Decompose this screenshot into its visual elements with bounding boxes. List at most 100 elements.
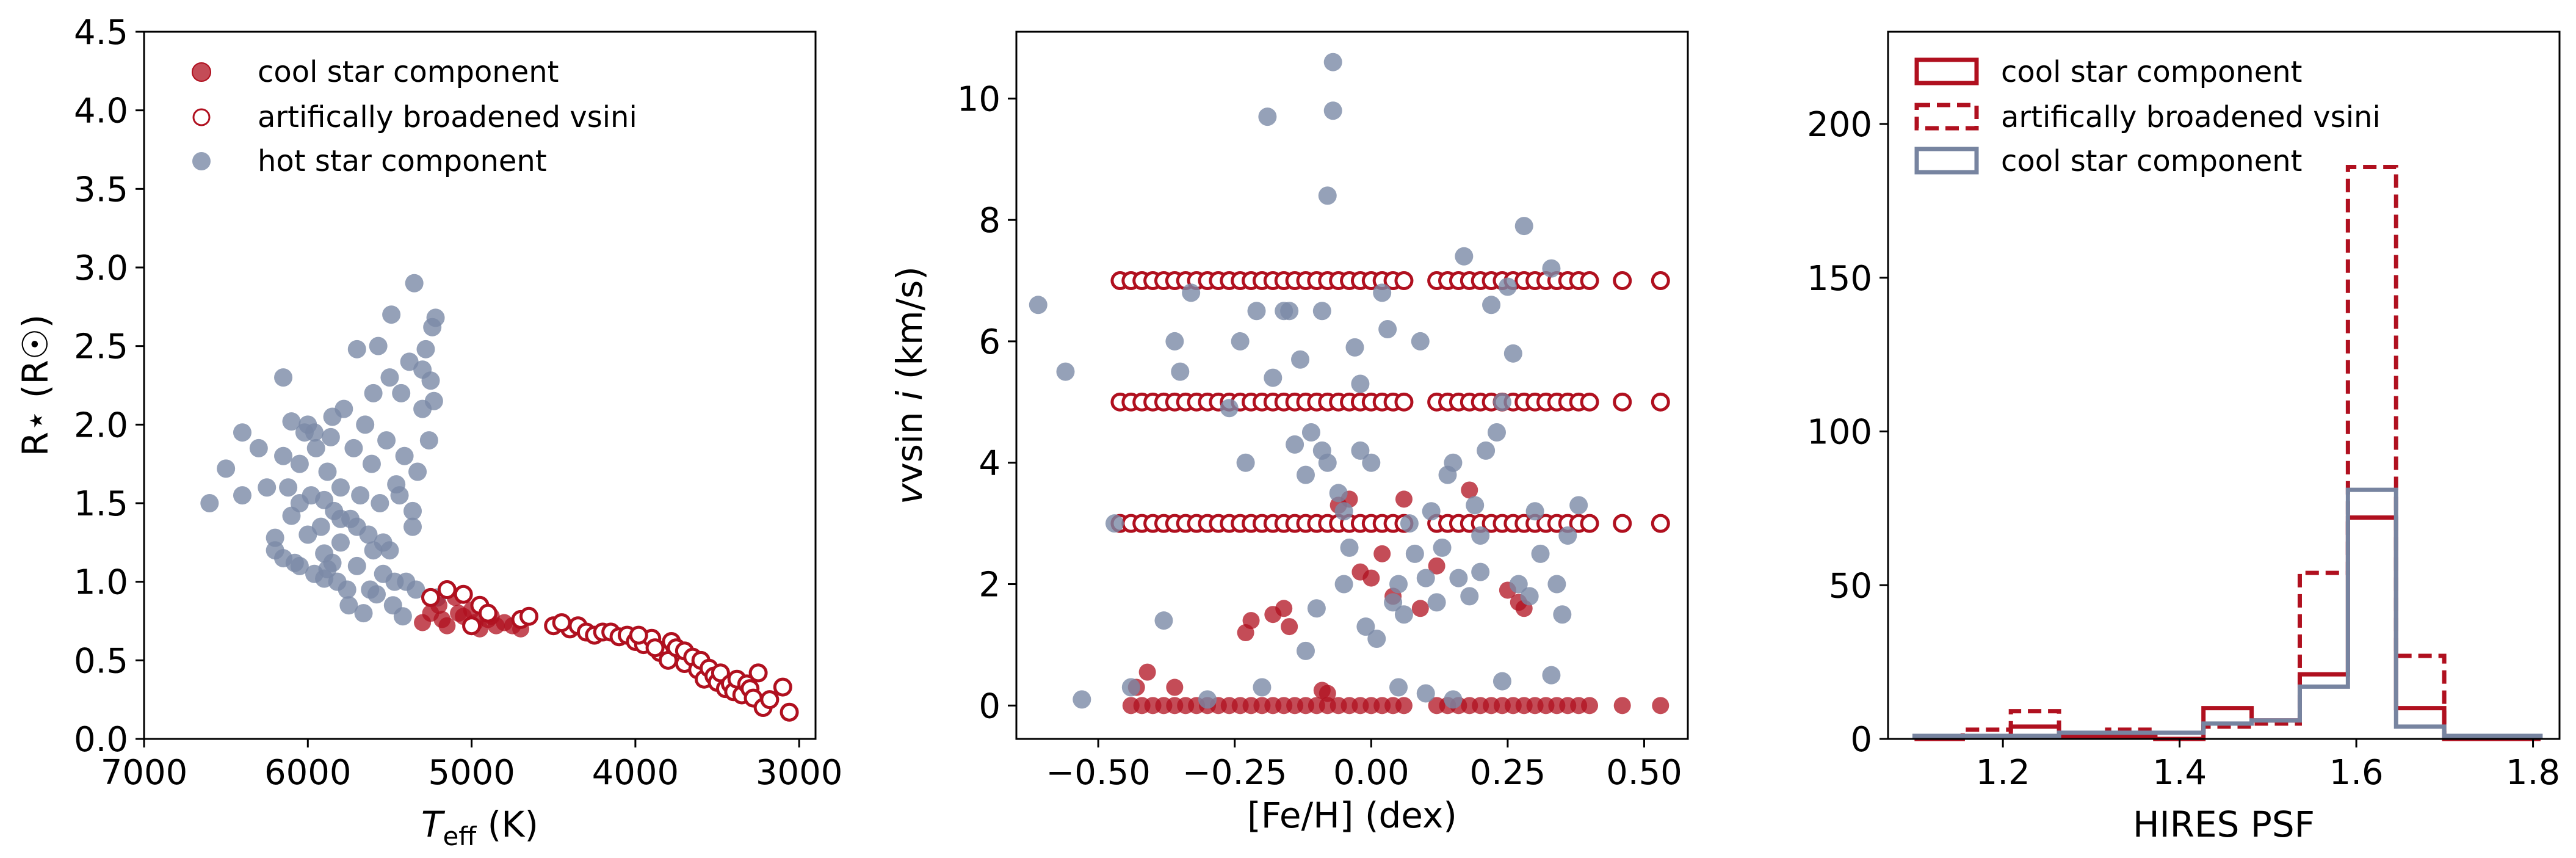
x-tick-label: 0.25 [1470,753,1546,793]
hot-star-point [1056,362,1075,381]
hot-star-point [311,517,330,536]
hot-star-point [354,604,373,623]
hot-star-point [1253,678,1272,697]
hot-star-point [1455,247,1474,266]
panel2-y-ticks: 0 2 4 6 8 10 [957,79,1016,726]
hot-star-point [331,509,350,528]
cool-star-point [433,611,451,628]
y-tick-label: 1.0 [74,563,128,603]
hot-star-point [1073,690,1091,709]
cool-star-point [1281,618,1298,636]
y-tick-label: 4.5 [74,13,128,53]
hot-star-point [290,556,309,575]
hot-star-point [1416,569,1435,587]
hot-star-point [1471,562,1490,581]
hot-star-point [390,486,409,505]
panel1-data-points [200,274,799,722]
hot-star-point [249,438,268,457]
cool-star-point [1319,685,1336,702]
hot-star-point [424,391,443,410]
hot-star-point [1525,502,1544,521]
y-tick-label: 0 [979,686,1000,726]
hot-star-point [374,533,393,552]
hot-star-point [347,340,366,358]
broadened-vsini-point [552,613,571,633]
panel3-x-axis-label: HIRES PSF [2133,804,2315,845]
cool-star-point [1373,545,1391,562]
hot-star-point [1384,593,1403,612]
cool-star-point [1166,678,1184,696]
broadened-vsini-point [645,638,665,658]
hot-star-point [306,438,325,457]
hot-star-point [282,412,301,431]
broadened-vsini-point [1394,271,1414,291]
x-tick-label: 3000 [756,753,843,793]
y-tick-label: 3.0 [74,249,128,288]
hot-star-point [395,446,414,465]
legend-label-hot-hist: cool star component [2001,144,2303,178]
broadened-vsini-point [437,580,457,600]
hot-star-point [1264,368,1283,387]
hot-star-point [1542,666,1561,685]
hot-star-point [1345,338,1364,357]
hot-star-point [1569,496,1588,515]
hot-star-point [1492,672,1511,691]
panel-radius-vs-teff: 7000 6000 5000 4000 3000 0.0 0.5 1.0 1.5 2.0 2.5 3… [15,13,842,851]
hot-star-point [266,528,284,547]
hot-star-point [380,368,399,387]
hot-star-point [1323,53,1342,71]
x-tick-label: 4000 [592,753,679,793]
hot-star-point [1121,678,1140,697]
hot-star-point [1351,374,1370,393]
hot-star-point [1373,283,1392,302]
y-tick-label: 6 [979,322,1000,362]
hot-star-point [1334,575,1353,594]
broadened-vsini-point [1613,392,1632,412]
y-tick-label: 2.5 [74,327,128,367]
hot-star-point [362,454,381,473]
hot-star-point [1444,690,1463,709]
hot-star-point [1509,575,1528,594]
hot-star-point [1296,465,1315,484]
x-tick-label: 1.2 [1976,753,2030,793]
hot-star-point [1165,332,1184,351]
histogram-broadened-vsini [1914,165,2541,741]
cool-star-point [450,605,468,622]
hot-star-point [344,438,363,457]
cool-star-point [1362,569,1380,587]
panel1-frame [143,31,817,740]
hot-star-point [1400,514,1419,533]
hot-star-point [321,427,340,446]
panel1-x-axis-label: Teff (K) [421,804,538,851]
x-tick-label: 0.00 [1333,753,1409,793]
hot-star-point [1487,423,1506,442]
cool-star-point [1461,481,1478,499]
panel-hires-psf-histogram: 1.2 1.4 1.6 1.8 0 50 100 150 200 HIRES PSF cool… [1807,31,2561,845]
panel-vsini-vs-feh: −0.50 −0.25 0.00 0.25 0.50 0 2 4 6 8 10 [Fe/H] (d… [889,31,1689,836]
hot-star-point [315,569,334,588]
broadened-vsini-point [1651,271,1670,291]
hot-star-point [1280,302,1299,321]
hot-star-point [1318,186,1337,205]
hot-star-point [403,501,422,520]
hot-star-point [339,596,358,615]
hot-star-point [323,553,342,572]
panel1-legend: cool star component artifically broadene… [192,55,637,178]
cool-star-point [1242,612,1260,630]
hot-star-point [1514,217,1533,236]
hot-star-point [347,517,366,536]
broadened-vsini-point [1651,514,1670,533]
hot-star-point [1394,605,1413,624]
hot-star-point [1318,453,1337,472]
hot-star-point [393,607,412,626]
hot-star-point [1492,393,1511,412]
hot-star-point [279,478,298,497]
hot-star-point [1531,544,1550,563]
x-tick-label: −0.25 [1182,753,1287,793]
x-tick-label: 1.6 [2329,753,2384,793]
hot-star-point [1307,599,1326,618]
cool-star-point [1395,490,1413,508]
x-tick-label: 1.4 [2152,753,2207,793]
legend-swatch-cool-solid [1914,57,1979,85]
hot-star-point [318,462,337,481]
